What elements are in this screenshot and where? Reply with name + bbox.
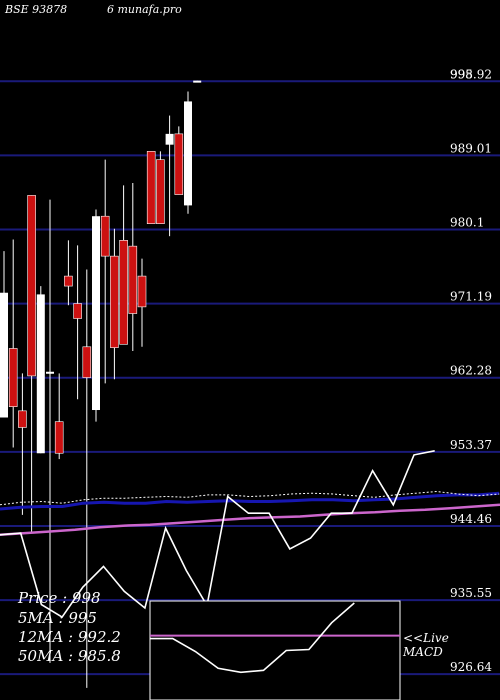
macd-live-link[interactable]: <<Live [403, 631, 449, 645]
candle-body [184, 101, 192, 206]
header-symbol: BSE 93878 [5, 3, 68, 16]
last-price-label: 998 [450, 67, 473, 81]
candle-body [193, 80, 202, 83]
y-tick-label: 980.1 [450, 216, 484, 230]
y-tick-label: 995.92 [450, 67, 492, 81]
y-tick-label: 989.01 [450, 141, 492, 155]
candle-body [8, 348, 18, 407]
ma-blue-line [0, 491, 500, 511]
y-tick-label: 926.64 [450, 660, 492, 674]
candle-body [165, 133, 174, 145]
candle-body [137, 275, 147, 308]
candle-body [0, 292, 8, 418]
y-tick-label: 971.19 [450, 290, 492, 304]
y-tick-label: 962.28 [450, 364, 492, 378]
candle-body [92, 216, 100, 411]
candle-body [128, 245, 138, 314]
header-source: 6 munafa.pro [107, 3, 182, 16]
macd-label: MACD [403, 645, 443, 659]
info-5ma: 5MA : 995 [18, 609, 97, 627]
candle-body [146, 151, 156, 224]
info-50ma: 50MA : 985.8 [18, 647, 121, 665]
candle-body [174, 133, 184, 195]
y-tick-label: 953.37 [450, 438, 492, 452]
y-tick-label: 944.46 [450, 512, 492, 526]
macd-panel [149, 600, 401, 700]
ma-white-line [0, 490, 500, 506]
info-price: Price : 998 [18, 589, 101, 607]
candle-body [119, 240, 128, 345]
y-tick-label: 935.55 [450, 586, 492, 600]
candle-body [27, 195, 36, 377]
ma-purple-line [0, 503, 500, 537]
candle-body [82, 346, 92, 378]
candle-body [110, 255, 119, 348]
price-line [0, 450, 435, 619]
candle-body [46, 371, 54, 374]
info-12ma: 12MA : 992.2 [18, 628, 121, 646]
macd-line [150, 602, 355, 674]
candle-body [64, 275, 73, 287]
candle-body [156, 159, 165, 224]
candle-body [100, 215, 110, 257]
candle-body [54, 421, 64, 454]
candle-body [36, 294, 45, 454]
candle-body [73, 303, 82, 319]
candle-body [18, 410, 27, 428]
